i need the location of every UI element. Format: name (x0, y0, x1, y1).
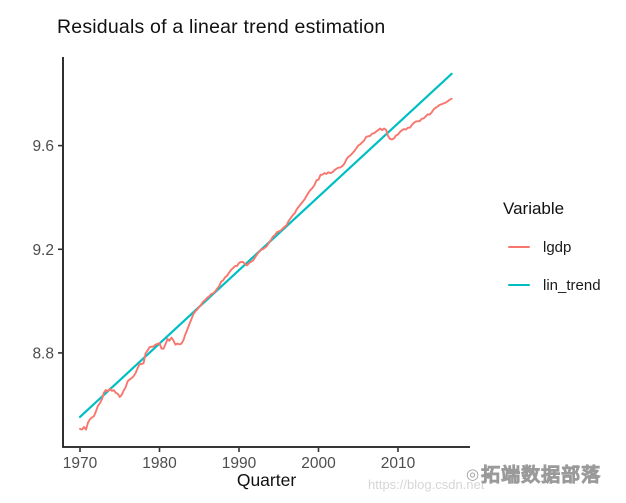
watermark-url: https://blog.csdn.net (368, 477, 485, 492)
legend: Variable lgdp lin_trend (503, 199, 623, 311)
legend-label-lin-trend: lin_trend (543, 276, 601, 294)
axis-lines (62, 57, 470, 448)
x-axis-title: Quarter (236, 470, 297, 490)
y-tick-label: 9.6 (32, 138, 54, 155)
x-tick-label: 1970 (63, 455, 98, 472)
lgdp-line-swatch (508, 245, 530, 249)
legend-title: Variable (503, 199, 565, 218)
x-tick-label: 1980 (142, 455, 177, 472)
watermark-logo-icon: ◎ (466, 465, 480, 483)
lin-trend-line-swatch (508, 283, 530, 287)
y-tick-label: 8.8 (32, 345, 54, 362)
legend-label-lgdp: lgdp (543, 238, 572, 256)
x-tick-label: 2000 (301, 455, 336, 472)
y-tick-label: 9.2 (32, 242, 54, 259)
legend-item-lin-trend: lin_trend (503, 273, 623, 297)
x-tick-label: 1990 (222, 455, 257, 472)
x-tick-label: 2010 (381, 455, 416, 472)
lin-trend-line (78, 72, 453, 419)
lgdp-line (79, 97, 453, 431)
chart-title: Residuals of a linear trend estimation (57, 16, 386, 38)
legend-item-lgdp: lgdp (503, 235, 623, 259)
watermark-text: 拓端数据部落 (481, 465, 602, 487)
watermark-badge: ◎ 拓端数据部落 (466, 460, 601, 487)
